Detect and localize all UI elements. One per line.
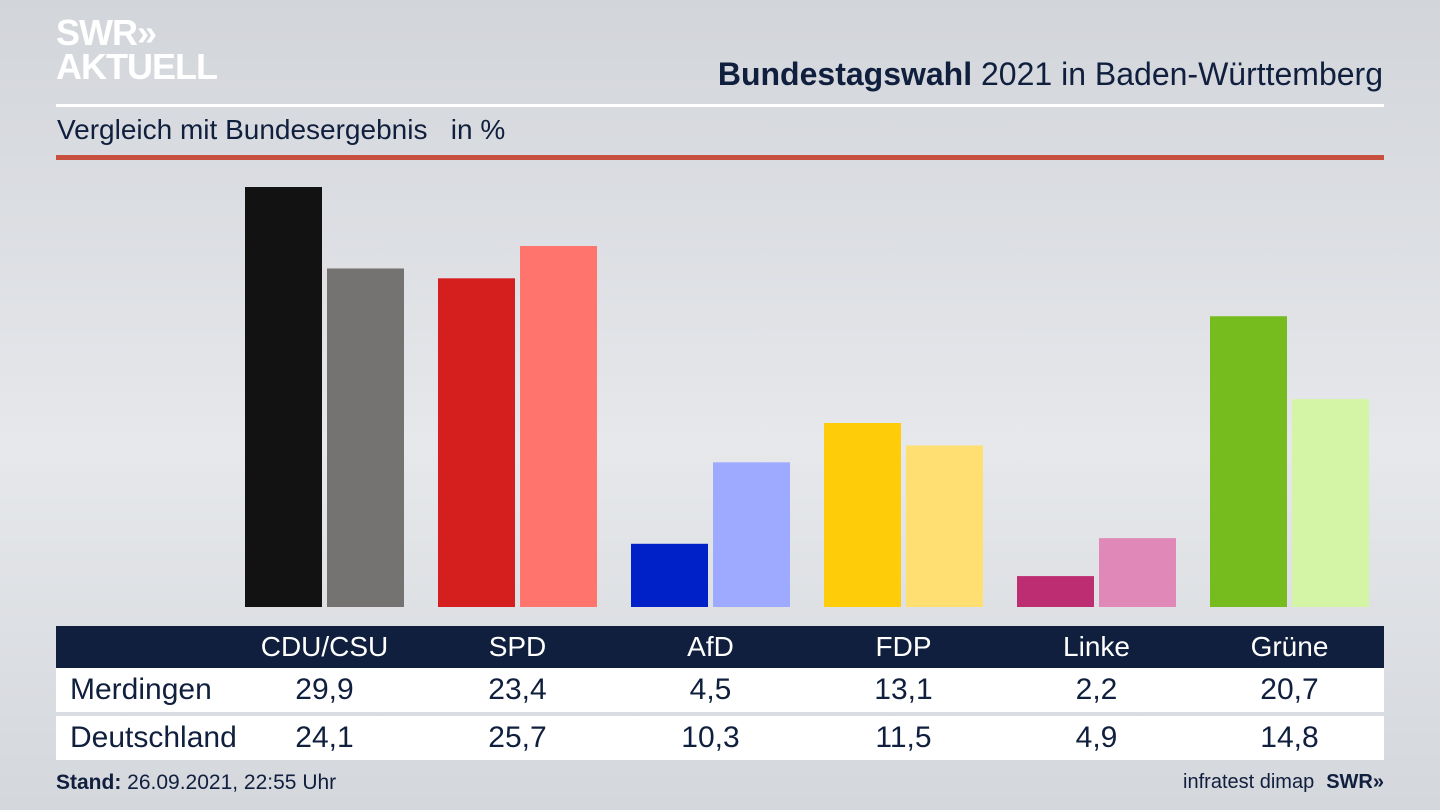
value-cell: 4,9 bbox=[1075, 721, 1118, 754]
column-header: CDU/CSU bbox=[260, 631, 389, 662]
swr-aktuell-logo: SWR» AKTUELL bbox=[56, 12, 218, 87]
column-header: SPD bbox=[488, 631, 547, 662]
value-cell: 11,5 bbox=[875, 721, 932, 754]
bar-fdp-merdingen bbox=[824, 422, 901, 607]
title-divider bbox=[56, 104, 1384, 107]
source-name: infratest dimap bbox=[1183, 771, 1315, 793]
stand-value: 26.09.2021, 22:55 Uhr bbox=[121, 771, 337, 794]
row-label: Deutschland bbox=[70, 721, 237, 754]
value-cell: 10,3 bbox=[681, 721, 740, 754]
bar-linke-merdingen bbox=[1017, 576, 1094, 607]
bar-cducsu-merdingen bbox=[245, 187, 322, 607]
chart-title: Bundestagswahl 2021 in Baden-Württemberg bbox=[718, 56, 1383, 93]
stand-label: Stand: bbox=[56, 771, 122, 794]
logo-swr: SWR» bbox=[56, 12, 157, 53]
row-label: Merdingen bbox=[70, 673, 212, 706]
bar-linke-deutschland bbox=[1099, 538, 1176, 607]
column-header: FDP bbox=[875, 631, 932, 662]
bar-afd-merdingen bbox=[631, 543, 708, 607]
value-cell: 24,1 bbox=[295, 721, 354, 754]
table-row-merdingen: Merdingen 29,9 23,4 4,5 13,1 2,2 20,7 bbox=[56, 668, 1384, 712]
logo-aktuell: AKTUELL bbox=[56, 46, 218, 87]
value-cell: 4,5 bbox=[689, 673, 732, 706]
bar-fdp-deutschland bbox=[906, 445, 983, 607]
column-header: AfD bbox=[687, 631, 734, 662]
source-credit: infratest dimap SWR» bbox=[1183, 771, 1384, 794]
value-cell: 29,9 bbox=[295, 673, 354, 706]
subtitle-divider bbox=[56, 155, 1384, 160]
chart-title-rest: 2021 in Baden-Württemberg bbox=[972, 56, 1383, 92]
results-table: CDU/CSU SPD AfD FDP Linke Grüne Merdingen 29,… bbox=[56, 626, 1384, 760]
column-header: Grüne bbox=[1250, 631, 1329, 662]
bar-chart bbox=[245, 187, 1369, 608]
table-row-deutschland: Deutschland 24,1 25,7 10,3 11,5 4,9 14,8 bbox=[56, 716, 1384, 760]
chart-subtitle: Vergleich mit Bundesergebnis in % bbox=[57, 114, 506, 145]
value-cell: 2,2 bbox=[1075, 673, 1118, 706]
bar-spd-merdingen bbox=[438, 278, 515, 607]
timestamp: Stand: 26.09.2021, 22:55 Uhr bbox=[56, 771, 336, 795]
value-cell: 25,7 bbox=[488, 721, 547, 754]
bar-afd-deutschland bbox=[713, 462, 790, 607]
value-cell: 20,7 bbox=[1260, 673, 1319, 706]
table-header: CDU/CSU SPD AfD FDP Linke Grüne bbox=[56, 626, 1384, 668]
bar-grne-deutschland bbox=[1292, 399, 1369, 607]
swr-footer-logo: SWR» bbox=[1326, 771, 1384, 793]
column-header: Linke bbox=[1063, 631, 1130, 662]
bar-cducsu-deutschland bbox=[327, 268, 404, 607]
bar-spd-deutschland bbox=[520, 245, 597, 608]
value-cell: 23,4 bbox=[488, 673, 547, 706]
bar-grne-merdingen bbox=[1210, 316, 1287, 607]
value-cell: 14,8 bbox=[1260, 721, 1319, 754]
chart-title-bold: Bundestagswahl bbox=[717, 56, 973, 92]
value-cell: 13,1 bbox=[874, 673, 933, 706]
